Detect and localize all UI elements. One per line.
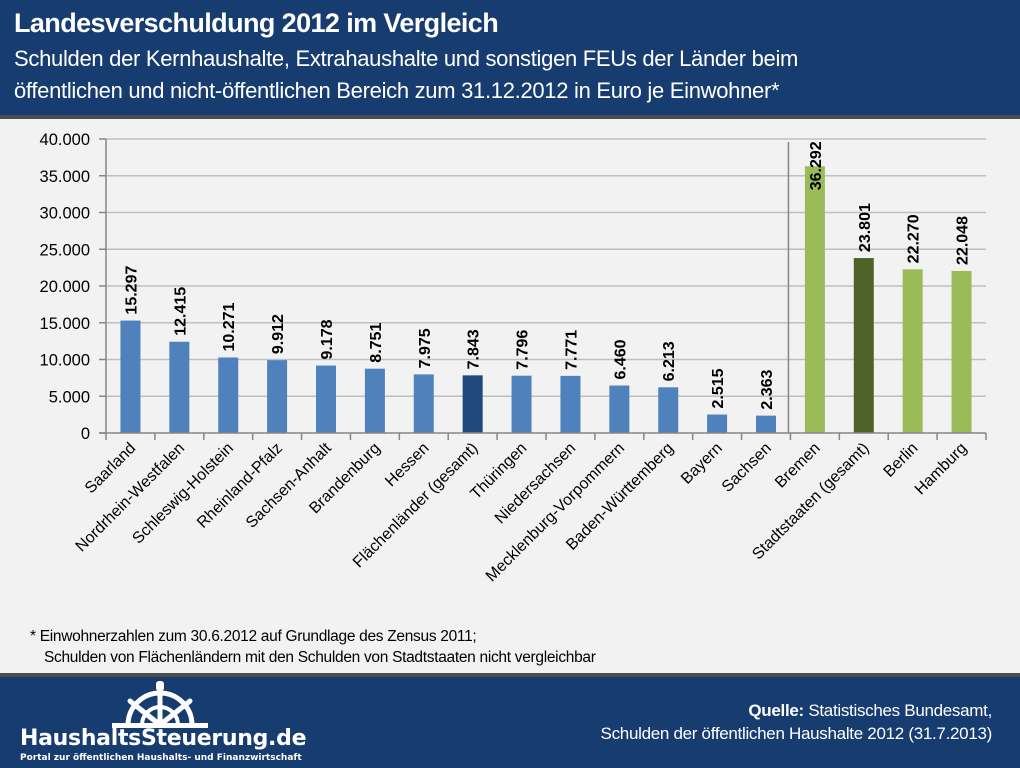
x-axis-labels: SaarlandNordrhein-WestfalenSchleswig-Hol… (73, 439, 971, 585)
value-label: 12.415 (172, 287, 189, 336)
value-label: 7.843 (466, 329, 483, 369)
y-axis-ticks: 0 5.000 10.000 15.000 20.000 25.000 30.000 35.0… (40, 131, 90, 443)
y-tick-label: 30.000 (40, 205, 90, 223)
y-tick-label: 15.000 (40, 315, 90, 333)
logo-tagline: Portal zur öffentlichen Haushalts- und F… (20, 753, 302, 763)
bar (462, 375, 483, 433)
chart-subtitle-line-2: öffentlichen und nicht-öffentlichen Bere… (14, 78, 780, 103)
bar (902, 269, 923, 433)
value-label: 22.270 (906, 214, 923, 263)
value-label: 9.178 (319, 319, 336, 359)
x-tick-label: Hamburg (912, 440, 971, 499)
value-label: 36.292 (808, 141, 825, 190)
y-tick-label: 35.000 (40, 168, 90, 186)
x-tick-label: Sachsen-Anhalt (243, 439, 335, 531)
value-label: 9.912 (270, 314, 287, 354)
bar (756, 415, 776, 433)
value-label: 2.515 (710, 368, 727, 408)
y-tick-label: 25.000 (40, 241, 90, 259)
logo-name: HaushaltsSteuerung.de (20, 726, 307, 751)
bar (267, 360, 288, 433)
bar (218, 357, 239, 433)
value-label: 6.460 (612, 339, 629, 379)
chart-title: Landesverschuldung 2012 im Vergleich (14, 8, 499, 38)
logo[interactable]: HaushaltsSteuerung.de Portal zur öffentl… (14, 677, 314, 768)
bar (707, 414, 728, 433)
bar (169, 341, 190, 433)
footer-divider (0, 673, 1020, 677)
bar (853, 258, 874, 433)
bars (120, 166, 972, 434)
value-label: 8.751 (368, 323, 385, 363)
x-tick-label: Sachsen (719, 440, 775, 496)
source-citation: Quelle: Statistisches Bundesamt, Schulde… (600, 699, 993, 745)
footnote: * Einwohnerzahlen zum 30.6.2012 auf Grun… (30, 626, 596, 668)
source-text: Statistisches Bundesamt, (803, 701, 992, 720)
bar (364, 368, 385, 433)
bar (658, 387, 679, 433)
value-labels: 15.297 12.415 10.271 9.912 9.178 8.751 7.975 7.… (123, 141, 971, 409)
x-tick-label: Hessen (382, 440, 432, 490)
y-tick-label: 0 (81, 425, 90, 443)
y-tick-label: 40.000 (40, 131, 90, 149)
bar-chart: 0 5.000 10.000 15.000 20.000 25.000 30.000 35.0… (40, 131, 987, 585)
gridlines (106, 138, 986, 397)
bar (413, 374, 434, 433)
x-tick-label: Berlin (881, 440, 922, 481)
footer: HaushaltsSteuerung.de Portal zur öffentl… (0, 677, 1020, 768)
footnote-line-2: Schulden von Flächenländern mit den Schu… (44, 649, 596, 666)
source-line-2: Schulden der öffentlichen Haushalte 2012… (600, 724, 993, 743)
header-divider (0, 115, 1020, 119)
value-label: 23.801 (857, 203, 874, 252)
y-tick-label: 5.000 (49, 388, 90, 406)
y-tick-label: 10.000 (40, 352, 90, 370)
value-label: 7.796 (515, 330, 532, 370)
bar (951, 270, 972, 433)
value-label: 10.271 (221, 302, 238, 351)
bar (609, 385, 630, 433)
value-label: 6.213 (661, 341, 678, 381)
chart-subtitle-line-1: Schulden der Kernhaushalte, Extrahaushal… (14, 46, 799, 71)
bar (316, 365, 336, 433)
header: Landesverschuldung 2012 im Vergleich Sch… (0, 0, 1020, 115)
footnote-line-1: * Einwohnerzahlen zum 30.6.2012 auf Grun… (30, 628, 477, 645)
bar (804, 166, 825, 434)
ship-wheel-icon (112, 681, 208, 728)
value-label: 15.297 (123, 266, 140, 315)
bar (511, 375, 532, 433)
source-label: Quelle: (748, 701, 804, 720)
value-label: 7.771 (563, 330, 580, 370)
x-tick-label: Rheinland-Pfalz (194, 440, 286, 532)
bar (120, 320, 141, 433)
axes (99, 138, 987, 440)
x-tick-label: Bayern (678, 440, 726, 488)
value-label: 2.363 (759, 369, 776, 409)
value-label: 7.975 (417, 328, 434, 368)
y-tick-label: 20.000 (40, 278, 90, 296)
value-label: 22.048 (955, 216, 972, 265)
bar (560, 375, 581, 433)
